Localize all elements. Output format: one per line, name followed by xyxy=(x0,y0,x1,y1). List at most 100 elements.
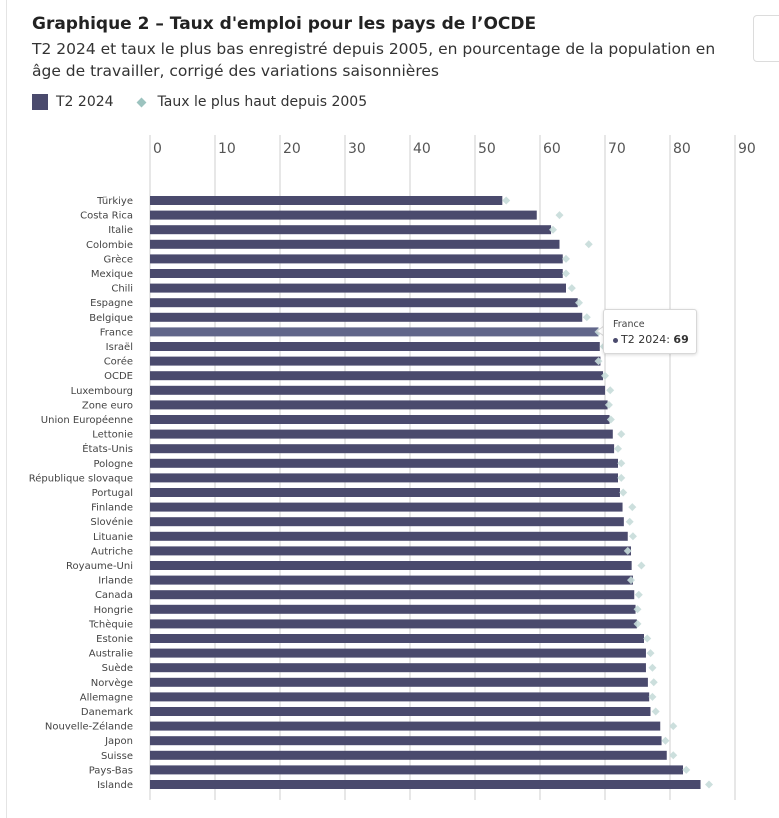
bar[interactable] xyxy=(150,502,623,512)
bar[interactable] xyxy=(150,444,615,454)
marker-point[interactable] xyxy=(682,765,691,774)
bar[interactable] xyxy=(150,765,683,775)
bar[interactable] xyxy=(150,692,650,702)
bar[interactable] xyxy=(150,750,667,760)
marker-point[interactable] xyxy=(705,780,713,789)
bar[interactable] xyxy=(150,400,608,410)
category-label: Belgique xyxy=(89,313,133,324)
tooltip-series-dot xyxy=(613,337,618,343)
category-label: Irlande xyxy=(98,576,133,587)
marker-point[interactable] xyxy=(643,634,652,643)
category-label: Slovénie xyxy=(90,516,133,528)
marker-point[interactable] xyxy=(562,254,570,263)
marker-point[interactable] xyxy=(628,532,637,541)
marker-point[interactable] xyxy=(562,269,570,278)
bar[interactable] xyxy=(150,196,503,205)
bar[interactable] xyxy=(150,663,646,673)
marker-point[interactable] xyxy=(633,619,642,628)
bar[interactable] xyxy=(150,590,635,600)
marker-point[interactable] xyxy=(617,430,626,439)
category-label: Corée xyxy=(104,356,133,368)
marker-point[interactable] xyxy=(555,211,564,220)
bar[interactable] xyxy=(150,619,637,629)
marker-point[interactable] xyxy=(625,517,634,526)
marker-point[interactable] xyxy=(549,225,557,234)
bar[interactable] xyxy=(150,298,578,308)
bar[interactable] xyxy=(150,429,613,439)
bar[interactable] xyxy=(150,269,563,278)
x-tick-label: 10 xyxy=(218,141,236,157)
bar[interactable] xyxy=(150,254,563,264)
bar[interactable] xyxy=(150,546,631,556)
marker-point[interactable] xyxy=(646,649,655,658)
marker-point[interactable] xyxy=(669,722,678,731)
bar[interactable] xyxy=(150,604,636,614)
x-tick-label: 20 xyxy=(283,141,301,157)
legend-bar-label[interactable]: T2 2024 xyxy=(56,94,114,110)
bar[interactable] xyxy=(150,561,632,570)
marker-point[interactable] xyxy=(637,561,646,570)
x-tick-label: 0 xyxy=(153,141,162,157)
marker-point[interactable] xyxy=(633,605,642,614)
marker-point[interactable] xyxy=(651,707,660,716)
bar[interactable] xyxy=(150,356,601,366)
bar[interactable] xyxy=(150,458,618,468)
marker-point[interactable] xyxy=(582,313,591,322)
chart-menu-button[interactable]: ⋮ xyxy=(753,15,779,62)
bar[interactable] xyxy=(150,634,644,643)
legend-marker-label[interactable]: Taux le plus haut depuis 2005 xyxy=(157,94,368,110)
bar[interactable] xyxy=(150,677,648,687)
marker-point[interactable] xyxy=(567,284,576,293)
marker-point[interactable] xyxy=(634,590,643,599)
marker-point[interactable] xyxy=(617,473,626,482)
bar[interactable] xyxy=(150,385,605,395)
bar[interactable] xyxy=(150,415,610,424)
marker-point[interactable] xyxy=(614,444,622,453)
bar[interactable] xyxy=(150,575,633,585)
marker-point[interactable] xyxy=(601,371,609,380)
marker-point[interactable] xyxy=(594,357,603,366)
bar[interactable] xyxy=(150,225,552,235)
bar[interactable] xyxy=(150,736,662,746)
bar[interactable] xyxy=(150,707,651,716)
category-label: Japon xyxy=(104,736,133,747)
x-tick-label: 80 xyxy=(673,141,691,157)
bar[interactable] xyxy=(150,371,604,381)
marker-point[interactable] xyxy=(606,415,615,424)
marker-point[interactable] xyxy=(617,459,626,468)
category-label: France xyxy=(100,327,133,338)
marker-point[interactable] xyxy=(648,692,657,701)
marker-point[interactable] xyxy=(648,663,657,672)
marker-point[interactable] xyxy=(628,503,637,512)
chart-panel xyxy=(6,0,779,818)
bar[interactable] xyxy=(150,531,628,541)
legend-bar-swatch[interactable] xyxy=(32,94,48,110)
bar[interactable] xyxy=(150,327,599,337)
category-label: Grèce xyxy=(104,253,133,265)
bar[interactable] xyxy=(150,780,701,789)
marker-point[interactable] xyxy=(627,576,635,585)
marker-point[interactable] xyxy=(575,298,583,307)
bar[interactable] xyxy=(150,488,620,497)
marker-point[interactable] xyxy=(502,196,511,205)
bar[interactable] xyxy=(150,721,661,731)
marker-point[interactable] xyxy=(584,240,593,249)
category-label: États-Unis xyxy=(82,442,133,455)
marker-point[interactable] xyxy=(604,400,613,409)
bar[interactable] xyxy=(150,342,600,351)
marker-point[interactable] xyxy=(623,546,632,555)
bar[interactable] xyxy=(150,210,537,220)
bar[interactable] xyxy=(150,648,646,658)
marker-point[interactable] xyxy=(606,386,615,395)
marker-point[interactable] xyxy=(649,678,658,687)
marker-point[interactable] xyxy=(669,751,678,760)
bar[interactable] xyxy=(150,239,560,249)
bar[interactable] xyxy=(150,312,583,322)
bar[interactable] xyxy=(150,283,566,293)
marker-point[interactable] xyxy=(661,736,670,745)
marker-point[interactable] xyxy=(619,488,628,497)
category-label: Mexique xyxy=(91,269,133,280)
bar[interactable] xyxy=(150,517,624,527)
bar[interactable] xyxy=(150,473,618,483)
category-label: République slovaque xyxy=(29,472,133,484)
